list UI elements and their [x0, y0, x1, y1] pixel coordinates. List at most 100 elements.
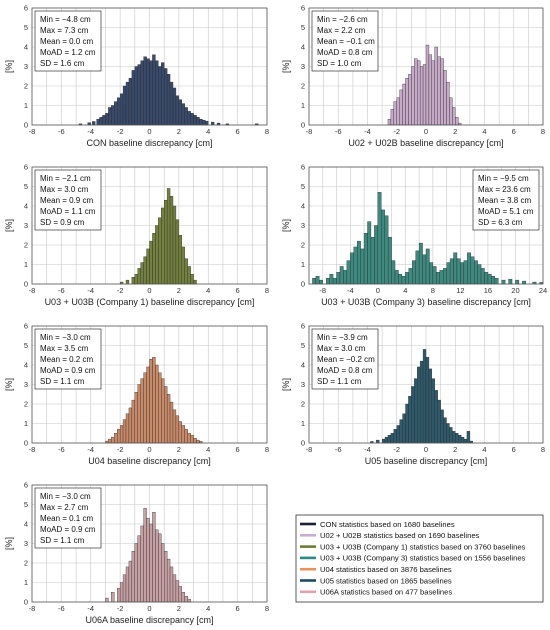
- histogram-bar: [457, 435, 462, 444]
- y-tick-label: 5: [24, 341, 28, 350]
- histogram-bar: [164, 551, 168, 603]
- plot-frame: [308, 166, 544, 285]
- stats-line: Mean = 3.8 cm: [478, 196, 531, 205]
- stats-line: SD = 1.1 cm: [40, 377, 85, 386]
- histogram-bar: [387, 118, 392, 126]
- histogram-bar: [357, 240, 361, 285]
- stats-line: SD = 0.9 cm: [40, 218, 85, 227]
- histogram-bar: [125, 566, 130, 603]
- y-tick-label: 4: [24, 43, 28, 52]
- histogram-bar: [125, 81, 130, 126]
- histogram-bar: [172, 409, 177, 444]
- histogram-bar: [415, 250, 420, 285]
- histogram-bar: [190, 113, 194, 126]
- x-tick-label: -2: [393, 445, 400, 454]
- histogram-bar: [329, 274, 334, 285]
- histogram-bar: [137, 268, 141, 285]
- stats-box: [34, 487, 102, 549]
- y-axis-label: [%]: [4, 378, 14, 391]
- y-tick-label: 2: [301, 82, 305, 91]
- stats-line: SD = 1.0 cm: [317, 59, 362, 68]
- histogram-bar: [155, 60, 159, 126]
- y-tick-label: 4: [301, 361, 305, 370]
- histogram-bar: [111, 105, 115, 126]
- histogram-bar: [122, 419, 127, 444]
- y-tick-label: 6: [301, 4, 305, 13]
- stats-line: Mean = 0.0 cm: [40, 37, 93, 46]
- histogram-bar: [312, 277, 317, 285]
- histogram-bar: [131, 551, 135, 603]
- x-tick-label: -2: [393, 127, 400, 136]
- histogram-bar: [187, 433, 191, 444]
- histogram-bar: [140, 525, 144, 603]
- y-tick-label: 2: [24, 241, 28, 250]
- histogram-bar: [393, 101, 397, 126]
- plot-frame: [31, 7, 268, 126]
- histogram-bar: [408, 268, 413, 285]
- histogram-bar: [184, 429, 188, 444]
- histogram-bar: [122, 574, 127, 603]
- x-tick-label: 4: [206, 445, 210, 454]
- histogram-bar: [449, 97, 453, 126]
- histogram-bar: [399, 419, 403, 444]
- histogram-bar: [452, 107, 456, 126]
- x-tick-label: 0: [424, 127, 428, 136]
- histogram-bar: [460, 436, 465, 444]
- histogram-bar: [184, 107, 188, 126]
- histogram-bar: [417, 366, 421, 444]
- stats-line: SD = 6.3 cm: [478, 218, 523, 227]
- histogram-bar: [443, 70, 447, 126]
- histogram-bar: [175, 95, 180, 126]
- histogram-bar: [425, 357, 430, 444]
- x-tick-label: -4: [364, 127, 371, 136]
- y-tick-label: 0: [24, 439, 28, 448]
- y-tick-label: 0: [301, 121, 305, 130]
- y-tick-label: 4: [301, 202, 305, 211]
- x-tick-label: -4: [87, 604, 94, 613]
- y-tick-label: 4: [24, 202, 28, 211]
- x-tick-label: 8: [431, 286, 435, 295]
- y-tick-label: 5: [24, 23, 28, 32]
- x-tick-label: 8: [265, 604, 269, 613]
- stats-line: Mean = −0.2 cm: [317, 355, 375, 364]
- histogram-bar: [455, 433, 459, 444]
- histogram-bar: [149, 240, 153, 285]
- legend-label: U05 statistics based on 1865 baselines: [320, 576, 452, 585]
- x-tick-label: 8: [265, 286, 269, 295]
- histogram-bar: [187, 111, 191, 126]
- x-tick-label: -2: [117, 445, 124, 454]
- histogram-bar: [152, 357, 156, 444]
- legend-box: [295, 514, 544, 603]
- histogram-bar: [387, 237, 392, 285]
- chart-panel-5: -8 -6 -4 -2 0 2 4 6 8 0 1 2 3 4 5 6 U04 baseline discrep…: [4, 322, 269, 466]
- histogram-bar: [181, 103, 185, 126]
- histogram-bar: [140, 262, 144, 285]
- x-tick-label: -8: [319, 286, 326, 295]
- stats-box: [34, 169, 102, 231]
- histogram-bar: [463, 260, 468, 285]
- histogram-bar: [446, 262, 451, 285]
- histogram-bar: [178, 235, 182, 285]
- legend-label: U03 + U03B (Company 1) statistics based …: [320, 542, 526, 551]
- histogram-bar: [402, 83, 406, 126]
- histogram-bar: [440, 409, 444, 444]
- histogram-bar: [149, 523, 153, 603]
- histogram-bar: [146, 58, 150, 126]
- histogram-bar: [134, 274, 138, 285]
- y-tick-label: 4: [24, 361, 28, 370]
- stats-line: Max = 23.6 cm: [478, 185, 531, 194]
- y-tick-label: 5: [24, 500, 28, 509]
- chart-panel-1: -8 -6 -4 -2 0 2 4 6 8 0 1 2 3 4 5 6 CON baseline discrep…: [4, 4, 269, 148]
- histogram-bar: [161, 543, 165, 603]
- x-axis-label: CON baseline discrepancy [cm]: [86, 138, 212, 148]
- x-tick-label: 2: [177, 445, 181, 454]
- histogram-bar: [131, 70, 135, 126]
- histogram-bar: [417, 60, 421, 126]
- histogram-bar: [425, 44, 430, 126]
- stats-line: Min = −3.9 cm: [317, 333, 368, 342]
- histogram-bar: [466, 431, 471, 444]
- y-tick-label: 1: [24, 578, 28, 587]
- histogram-bar: [414, 58, 418, 126]
- histogram-bar: [460, 262, 465, 285]
- x-tick-label: 2: [453, 127, 457, 136]
